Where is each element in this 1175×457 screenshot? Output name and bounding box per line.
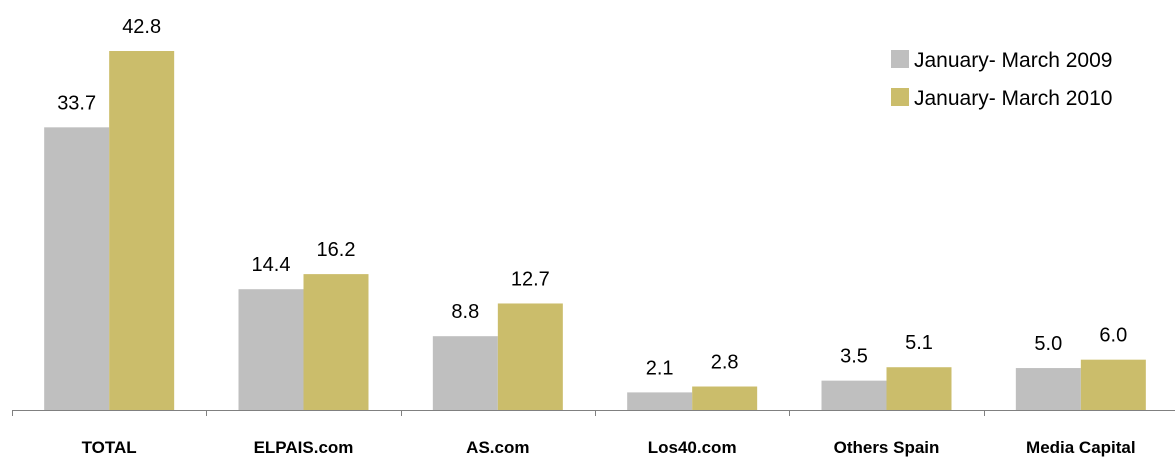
- bar-2009-5: [1015, 368, 1081, 410]
- bar-2010-1: [303, 274, 369, 410]
- x-tick-labels-group: TOTAL ELPAIS.com AS.com Los40.com Others Spa…: [82, 438, 1136, 457]
- data-label: 42.8: [122, 16, 161, 38]
- bars-group: [44, 51, 1146, 410]
- bar-2010-2: [497, 303, 563, 410]
- data-labels-group: 33.7 42.8 14.4 16.2 8.8 12.7 2.1 2.8 3.5 5.1 5.0 6.…: [57, 16, 1127, 379]
- legend-label: January- March 2010: [914, 87, 1112, 110]
- bar-2009-2: [432, 336, 498, 410]
- legend-swatch-2010: [891, 88, 909, 106]
- data-label: 14.4: [252, 254, 291, 276]
- bar-2010-0: [109, 51, 175, 410]
- bar-2009-3: [627, 392, 693, 410]
- x-axis: [12, 410, 1175, 416]
- data-label: 2.1: [646, 357, 674, 379]
- legend-swatch-2009: [891, 50, 909, 68]
- bar-2010-5: [1080, 359, 1146, 410]
- data-label: 16.2: [317, 239, 356, 261]
- legend: January- March 2009 January- March 2010: [891, 49, 1112, 110]
- data-label: 33.7: [57, 92, 96, 114]
- data-label: 5.0: [1034, 333, 1062, 355]
- legend-label: January- March 2009: [914, 49, 1112, 72]
- data-label: 6.0: [1099, 325, 1127, 347]
- bar-2009-1: [238, 289, 304, 410]
- x-tick-label: Media Capital: [1026, 438, 1136, 457]
- x-tick-label: AS.com: [466, 438, 529, 457]
- data-label: 2.8: [711, 352, 739, 374]
- x-tick-label: Los40.com: [648, 438, 737, 457]
- bar-2010-3: [692, 386, 758, 410]
- x-tick-label: TOTAL: [82, 438, 137, 457]
- bar-2009-0: [44, 127, 110, 410]
- data-label: 3.5: [840, 346, 868, 368]
- x-tick-label: ELPAIS.com: [254, 438, 354, 457]
- bar-2010-4: [886, 367, 952, 410]
- bar-2009-4: [821, 380, 887, 410]
- data-label: 8.8: [451, 301, 479, 323]
- data-label: 5.1: [905, 332, 933, 354]
- data-label: 12.7: [511, 268, 550, 290]
- x-tick-label: Others Spain: [834, 438, 940, 457]
